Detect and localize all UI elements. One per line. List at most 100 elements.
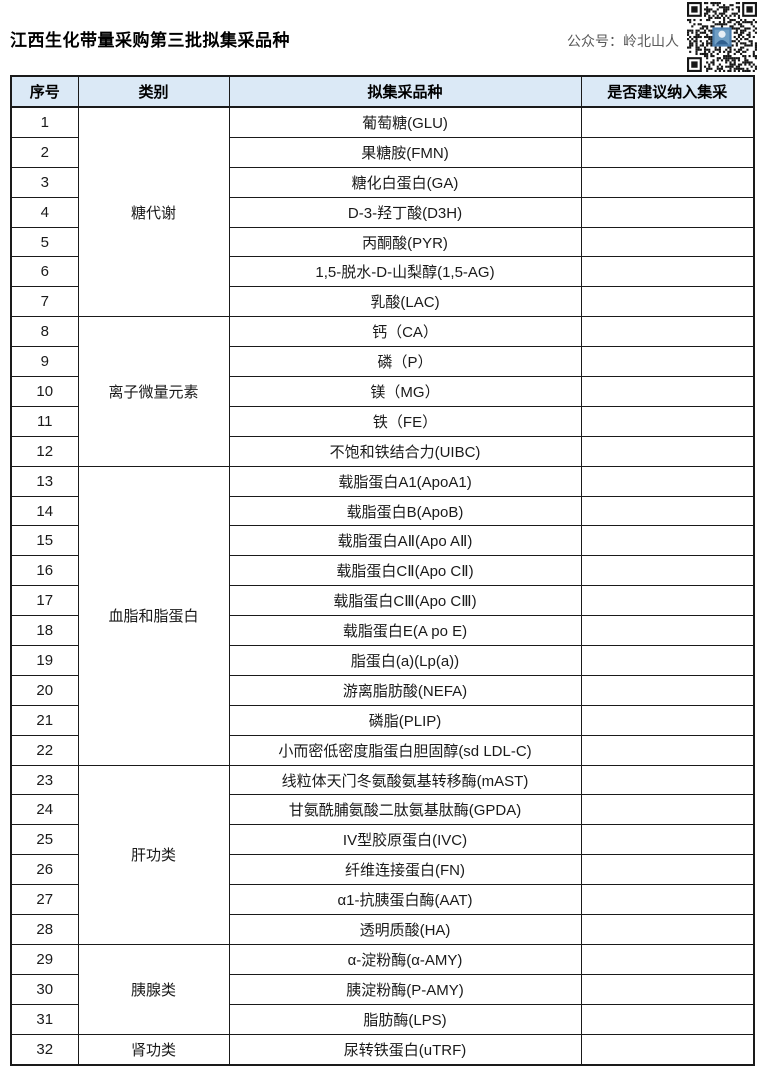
row-number-cell: 6 <box>10 256 79 288</box>
decision-cell <box>580 376 755 407</box>
row-number-cell: 17 <box>10 585 79 617</box>
table-row: 13 血脂和脂蛋白 载脂蛋白A1(ApoA1) <box>10 465 755 766</box>
row-number-cell: 3 <box>10 166 79 198</box>
row-number-cell: 2 <box>10 136 79 168</box>
page-title: 江西生化带量采购第三批拟集采品种 <box>10 31 290 50</box>
table-row: 4 D-3-羟丁酸(D3H) <box>10 196 755 228</box>
variety-cell: 载脂蛋白B(ApoB) <box>228 495 582 527</box>
table-row: 3 糖化白蛋白(GA) <box>10 166 755 198</box>
variety-cell: 磷脂(PLIP) <box>228 704 582 736</box>
decision-cell <box>580 764 755 796</box>
col-header-category: 类别 <box>77 75 230 108</box>
decision-cell <box>580 794 755 826</box>
decision-cell <box>580 346 755 378</box>
variety-cell: α-淀粉酶(α-AMY) <box>228 943 582 975</box>
decision-cell <box>580 435 755 467</box>
variety-cell: 载脂蛋白AⅡ(Apo AⅡ) <box>228 525 582 557</box>
row-number-cell: 12 <box>10 435 79 467</box>
decision-cell <box>580 465 755 497</box>
decision-cell <box>580 973 755 1005</box>
variety-cell: 钙（CA） <box>228 316 582 348</box>
table-row: 22 小而密低密度脂蛋白胆固醇(sd LDL-C) <box>10 734 755 766</box>
header-row: 序号 类别 拟集采品种 是否建议纳入集采 <box>10 75 755 108</box>
variety-cell: 甘氨酰脯氨酸二肽氨基肽酶(GPDA) <box>228 794 582 826</box>
variety-cell: 胰淀粉酶(P-AMY) <box>228 973 582 1005</box>
category-cell: 血脂和脂蛋白 <box>77 465 230 766</box>
row-number-cell: 30 <box>10 973 79 1005</box>
decision-cell <box>580 674 755 706</box>
variety-cell: 镁（MG） <box>228 376 582 407</box>
table-row: 8 离子微量元素 钙（CA） <box>10 316 755 467</box>
table-row: 25 IV型胶原蛋白(IVC) <box>10 824 755 856</box>
table-row: 6 1,5-脱水-D-山梨醇(1,5-AG) <box>10 256 755 288</box>
row-number-cell: 29 <box>10 943 79 975</box>
row-number-cell: 14 <box>10 495 79 527</box>
row-number-cell: 9 <box>10 346 79 378</box>
variety-cell: 尿转铁蛋白(uTRF) <box>228 1033 582 1066</box>
category-cell: 离子微量元素 <box>77 316 230 467</box>
decision-cell <box>580 585 755 617</box>
variety-cell: 脂肪酶(LPS) <box>228 1003 582 1035</box>
row-number-cell: 25 <box>10 824 79 856</box>
decision-cell <box>580 405 755 437</box>
variety-cell: 游离脂肪酸(NEFA) <box>228 674 582 706</box>
table-body: 1 糖代谢 葡萄糖(GLU) 2 果糖胺(FMN) 3 糖化白蛋白(GA) 4 D-3-羟丁酸(… <box>10 106 755 1066</box>
row-number-cell: 16 <box>10 555 79 587</box>
variety-cell: 载脂蛋白CⅡ(Apo CⅡ) <box>228 555 582 587</box>
table-row: 9 磷（P） <box>10 346 755 378</box>
variety-cell: 载脂蛋白E(A po E) <box>228 615 582 647</box>
table-row: 15 载脂蛋白AⅡ(Apo AⅡ) <box>10 525 755 557</box>
decision-cell <box>580 884 755 916</box>
variety-cell: 透明质酸(HA) <box>228 914 582 945</box>
table-row: 24 甘氨酰脯氨酸二肽氨基肽酶(GPDA) <box>10 794 755 826</box>
variety-cell: 葡萄糖(GLU) <box>228 106 582 138</box>
table-row: 26 纤维连接蛋白(FN) <box>10 854 755 886</box>
variety-cell: 果糖胺(FMN) <box>228 136 582 168</box>
decision-cell <box>580 196 755 228</box>
row-number-cell: 20 <box>10 674 79 706</box>
decision-cell <box>580 256 755 288</box>
row-number-cell: 26 <box>10 854 79 886</box>
decision-cell <box>580 645 755 676</box>
variety-cell: 铁（FE） <box>228 405 582 437</box>
decision-cell <box>580 226 755 258</box>
variety-cell: 不饱和铁结合力(UIBC) <box>228 435 582 467</box>
row-number-cell: 4 <box>10 196 79 228</box>
decision-cell <box>580 136 755 168</box>
variety-cell: D-3-羟丁酸(D3H) <box>228 196 582 228</box>
row-number-cell: 28 <box>10 914 79 945</box>
row-number-cell: 8 <box>10 316 79 348</box>
row-number-cell: 10 <box>10 376 79 407</box>
table-row: 16 载脂蛋白CⅡ(Apo CⅡ) <box>10 555 755 587</box>
variety-cell: 载脂蛋白CⅢ(Apo CⅢ) <box>228 585 582 617</box>
decision-cell <box>580 1033 755 1066</box>
category-cell: 胰腺类 <box>77 943 230 1035</box>
decision-cell <box>580 555 755 587</box>
decision-cell <box>580 943 755 975</box>
variety-cell: IV型胶原蛋白(IVC) <box>228 824 582 856</box>
variety-cell: 线粒体天门冬氨酸氨基转移酶(mAST) <box>228 764 582 796</box>
row-number-cell: 5 <box>10 226 79 258</box>
table-row: 32 肾功类 尿转铁蛋白(uTRF) <box>10 1033 755 1066</box>
col-header-variety: 拟集采品种 <box>228 75 582 108</box>
decision-cell <box>580 734 755 766</box>
variety-cell: 乳酸(LAC) <box>228 286 582 318</box>
decision-cell <box>580 525 755 557</box>
table-row: 1 糖代谢 葡萄糖(GLU) <box>10 106 755 318</box>
category-cell: 肾功类 <box>77 1033 230 1066</box>
procurement-table: 序号 类别 拟集采品种 是否建议纳入集采 1 糖代谢 葡萄糖(GLU) 2 果糖胺(FM… <box>10 75 755 1066</box>
row-number-cell: 23 <box>10 764 79 796</box>
table-row: 2 果糖胺(FMN) <box>10 136 755 168</box>
variety-cell: 载脂蛋白A1(ApoA1) <box>228 465 582 497</box>
table-header: 序号 类别 拟集采品种 是否建议纳入集采 <box>10 75 755 108</box>
col-header-number: 序号 <box>10 75 79 108</box>
variety-cell: 磷（P） <box>228 346 582 378</box>
decision-cell <box>580 615 755 647</box>
row-number-cell: 1 <box>10 106 79 138</box>
table-row: 20 游离脂肪酸(NEFA) <box>10 674 755 706</box>
variety-cell: 1,5-脱水-D-山梨醇(1,5-AG) <box>228 256 582 288</box>
row-number-cell: 22 <box>10 734 79 766</box>
decision-cell <box>580 166 755 198</box>
variety-cell: 纤维连接蛋白(FN) <box>228 854 582 886</box>
row-number-cell: 31 <box>10 1003 79 1035</box>
